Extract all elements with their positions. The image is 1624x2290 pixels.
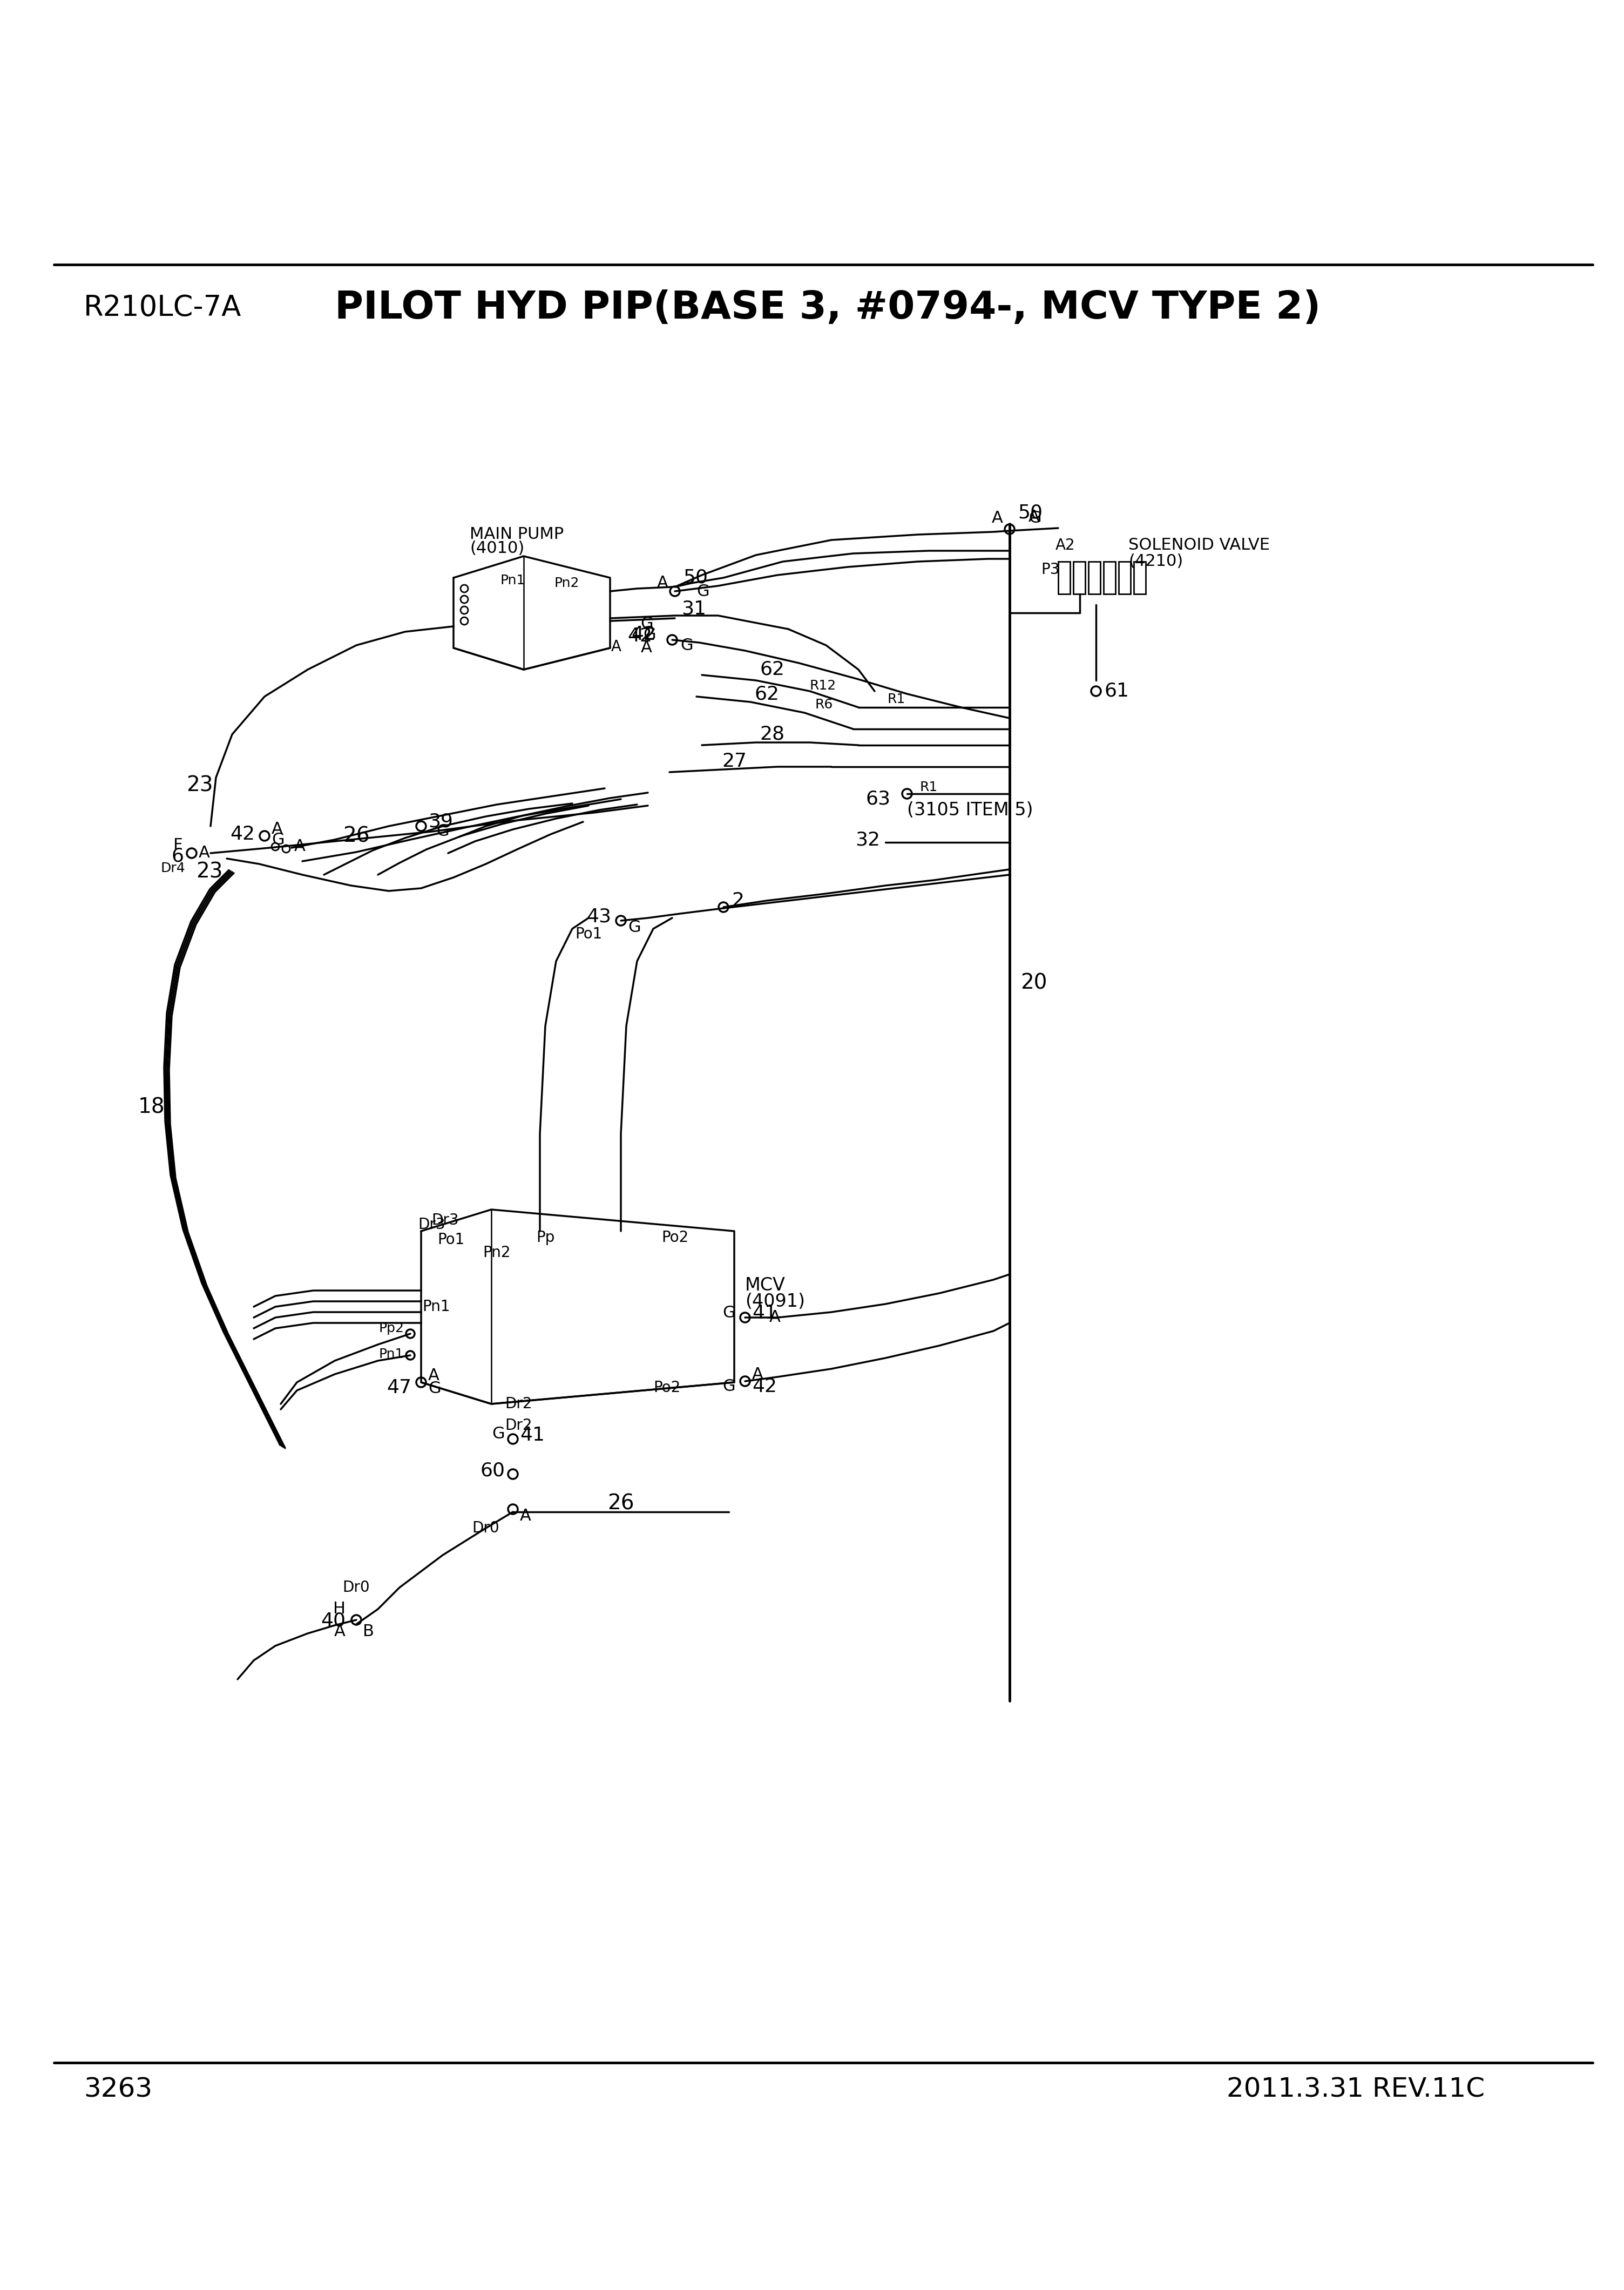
Text: G: G: [628, 921, 640, 937]
Text: A: A: [770, 1310, 781, 1326]
Text: 18: 18: [138, 1097, 164, 1118]
Bar: [1104, 561, 1116, 593]
Bar: [1134, 561, 1145, 593]
Text: F: F: [174, 838, 182, 852]
Text: A2: A2: [1056, 538, 1075, 552]
Text: A: A: [429, 1367, 440, 1383]
Text: 50: 50: [1018, 504, 1043, 522]
Text: H: H: [333, 1601, 346, 1617]
Text: 26: 26: [607, 1493, 635, 1514]
Text: 23: 23: [197, 861, 222, 882]
Text: 43: 43: [586, 907, 611, 925]
Text: 39: 39: [429, 813, 453, 831]
Text: 62: 62: [754, 685, 780, 703]
Text: A: A: [752, 1367, 763, 1383]
Text: Pn1: Pn1: [378, 1349, 404, 1360]
Text: Pn2: Pn2: [482, 1246, 510, 1260]
Text: G: G: [492, 1427, 505, 1440]
Text: 2: 2: [731, 891, 744, 909]
Text: Pn2: Pn2: [554, 577, 580, 589]
Text: 42: 42: [627, 627, 653, 646]
Text: A: A: [198, 845, 209, 861]
Text: (4091): (4091): [745, 1292, 806, 1310]
Text: (4010): (4010): [469, 540, 525, 556]
Text: 63: 63: [866, 790, 892, 808]
Bar: [1059, 561, 1070, 593]
Text: A: A: [658, 575, 669, 591]
Text: Dr3: Dr3: [432, 1214, 460, 1227]
Text: 6: 6: [171, 847, 184, 866]
Text: A: A: [335, 1624, 346, 1640]
Text: G: G: [1028, 511, 1041, 527]
Text: MCV: MCV: [745, 1276, 786, 1294]
Text: G: G: [680, 637, 693, 653]
Text: (4210): (4210): [1129, 554, 1182, 570]
Text: Pp2: Pp2: [378, 1321, 404, 1335]
Text: 42: 42: [752, 1379, 776, 1397]
Text: 50: 50: [684, 568, 708, 586]
Text: G: G: [723, 1379, 736, 1395]
Text: Pp: Pp: [536, 1230, 554, 1246]
Text: Dr4: Dr4: [161, 861, 185, 875]
Text: 3263: 3263: [84, 2077, 153, 2102]
Text: 27: 27: [721, 751, 747, 769]
Bar: [1119, 561, 1130, 593]
Bar: [1073, 561, 1085, 593]
Text: A: A: [641, 641, 653, 655]
Text: 42: 42: [632, 625, 656, 643]
Text: R12: R12: [810, 680, 836, 692]
Text: 47: 47: [387, 1379, 411, 1397]
Text: G: G: [429, 1381, 440, 1397]
Text: A: A: [1028, 508, 1039, 524]
Text: 20: 20: [1020, 973, 1047, 994]
Text: A: A: [294, 838, 305, 854]
Text: 61: 61: [1104, 682, 1129, 701]
Text: Po2: Po2: [653, 1381, 680, 1395]
Text: 23: 23: [187, 776, 213, 797]
Text: Dr2: Dr2: [505, 1397, 533, 1411]
Text: Dr0: Dr0: [473, 1521, 500, 1537]
Text: 42: 42: [231, 824, 255, 843]
Text: G: G: [437, 824, 448, 840]
Text: G: G: [640, 616, 653, 632]
Text: 41: 41: [752, 1303, 776, 1321]
Bar: [1088, 561, 1101, 593]
Text: Po1: Po1: [575, 927, 603, 941]
Text: G: G: [643, 627, 656, 641]
Text: A: A: [271, 822, 283, 836]
Text: A: A: [992, 511, 1004, 527]
Text: Pn1: Pn1: [500, 575, 526, 586]
Text: G: G: [697, 584, 710, 600]
Text: Pn1: Pn1: [422, 1298, 450, 1314]
Text: R1: R1: [887, 694, 905, 705]
Text: 31: 31: [682, 600, 706, 618]
Text: 28: 28: [760, 726, 784, 744]
Text: Dr3: Dr3: [419, 1216, 445, 1232]
Text: A: A: [611, 639, 622, 655]
Text: Dr0: Dr0: [343, 1580, 370, 1596]
Text: 60: 60: [481, 1461, 505, 1479]
Text: Po2: Po2: [661, 1230, 689, 1246]
Text: SOLENOID VALVE: SOLENOID VALVE: [1129, 538, 1270, 554]
Text: R210LC-7A: R210LC-7A: [84, 293, 242, 323]
Text: 26: 26: [343, 827, 370, 845]
Text: R6: R6: [815, 698, 833, 712]
Text: A: A: [520, 1509, 531, 1525]
Text: 2011.3.31 REV.11C: 2011.3.31 REV.11C: [1226, 2077, 1484, 2102]
Text: R1: R1: [919, 781, 937, 795]
Text: Dr2: Dr2: [505, 1418, 533, 1434]
Text: 62: 62: [760, 660, 784, 678]
Text: PILOT HYD PIP(BASE 3, #0794-, MCV TYPE 2): PILOT HYD PIP(BASE 3, #0794-, MCV TYPE 2…: [335, 289, 1320, 327]
Text: 40: 40: [320, 1612, 346, 1630]
Text: Po1: Po1: [437, 1232, 464, 1248]
Text: P3: P3: [1041, 561, 1059, 577]
Text: 41: 41: [520, 1427, 544, 1445]
Text: G: G: [271, 831, 284, 847]
Text: 32: 32: [856, 831, 880, 850]
Text: MAIN PUMP: MAIN PUMP: [469, 527, 564, 543]
Text: (3105 ITEM 5): (3105 ITEM 5): [908, 802, 1033, 820]
Text: B: B: [362, 1624, 374, 1640]
Text: G: G: [723, 1305, 736, 1321]
